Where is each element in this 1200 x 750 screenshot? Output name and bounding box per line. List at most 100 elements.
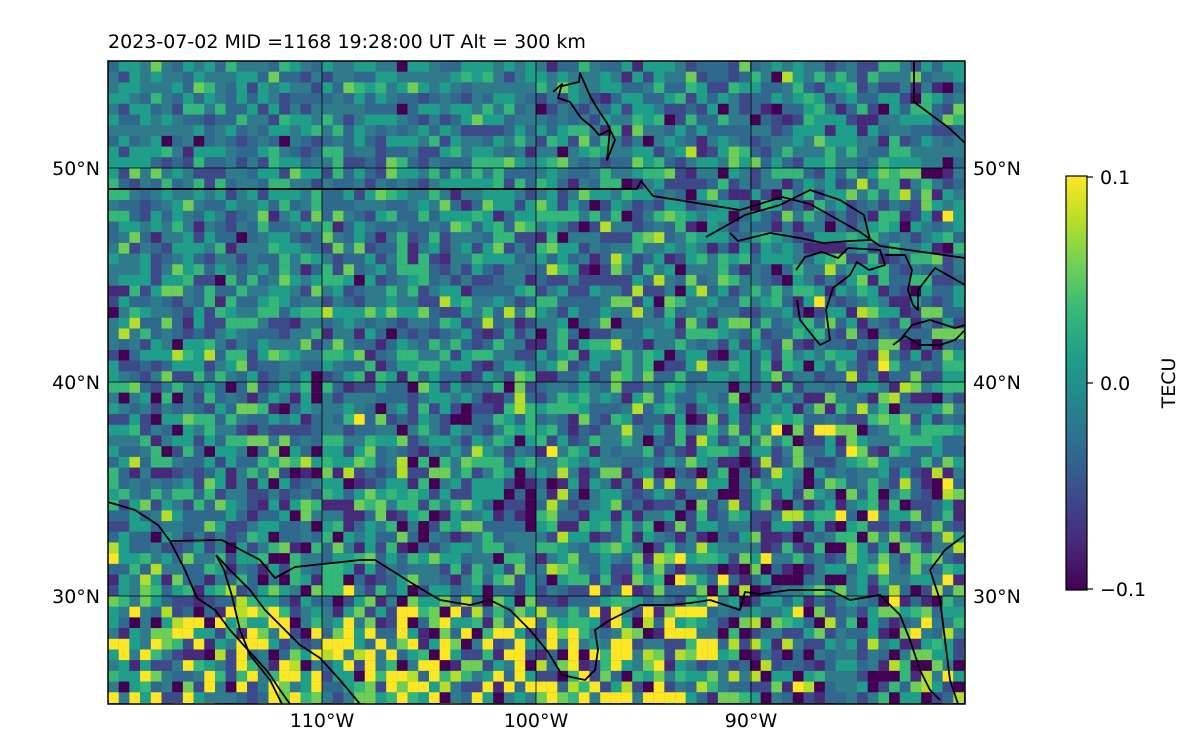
tec-cell: [568, 692, 579, 703]
tec-cell: [824, 499, 836, 511]
tec-cell: [150, 638, 162, 650]
tec-cell: [140, 531, 151, 543]
tec-cell: [514, 585, 526, 596]
tec-cell: [225, 178, 237, 190]
tec-cell: [546, 596, 558, 607]
tec-cell: [289, 467, 301, 479]
tec-cell: [311, 285, 322, 297]
tec-cell: [771, 638, 783, 650]
tec-cell: [311, 242, 322, 254]
tec-cell: [493, 200, 504, 211]
tec-cell: [332, 371, 344, 382]
tec-cell: [354, 328, 365, 340]
tec-cell: [782, 296, 793, 308]
tec-cell: [643, 221, 654, 233]
tec-cell: [172, 585, 183, 596]
tec-cell: [536, 403, 547, 415]
tec-cell: [407, 574, 419, 586]
tec-cell: [140, 414, 151, 425]
tec-cell: [707, 585, 718, 596]
tec-cell: [717, 146, 729, 158]
tec-cell: [257, 531, 269, 543]
tec-cell: [215, 403, 226, 415]
tec-cell: [685, 328, 697, 340]
tec-cell: [418, 531, 429, 543]
tec-cell: [332, 82, 344, 94]
lake-huron: [885, 254, 965, 311]
tec-cell: [407, 264, 419, 275]
tec-cell: [707, 307, 718, 318]
tec-cell: [921, 617, 932, 629]
tec-cell: [536, 275, 547, 286]
tec-cell: [503, 574, 515, 586]
tec-cell: [503, 242, 515, 254]
tec-cell: [675, 670, 686, 682]
tec-cell: [910, 574, 922, 586]
tec-cell: [728, 168, 740, 179]
tec-cell: [953, 681, 964, 693]
tec-cell: [289, 232, 301, 243]
tec-cell: [193, 446, 205, 457]
tec-cell: [653, 114, 665, 126]
tec-cell: [289, 71, 301, 83]
tec-cell: [953, 371, 964, 382]
tec-cell: [279, 242, 290, 254]
tec-cell: [803, 563, 815, 575]
tec-cell: [407, 168, 419, 179]
tec-cell: [450, 585, 462, 596]
tec-cell: [364, 542, 376, 554]
tec-cell: [364, 210, 376, 222]
tec-cell: [332, 414, 344, 425]
tec-cell: [407, 157, 419, 168]
tec-cell: [899, 542, 911, 554]
tec-cell: [386, 307, 397, 318]
tec-cell: [311, 456, 322, 468]
tec-cell: [161, 371, 173, 382]
tec-cell: [931, 285, 943, 297]
tec-cell: [739, 446, 750, 457]
tec-cell: [204, 253, 215, 265]
tec-cell: [814, 307, 825, 318]
tec-cell: [161, 253, 173, 265]
tec-cell: [439, 606, 451, 618]
tec-cell: [343, 521, 355, 532]
tec-cell: [846, 553, 857, 564]
tec-cell: [493, 189, 504, 201]
tec-cell: [471, 563, 483, 575]
tec-cell: [717, 82, 729, 94]
tec-cell: [589, 585, 601, 596]
tec-cell: [354, 61, 365, 72]
tec-cell: [846, 435, 857, 447]
tec-cell: [782, 467, 793, 479]
tec-cell: [322, 360, 333, 372]
tec-cell: [878, 617, 890, 629]
tec-cell: [118, 499, 130, 511]
tec-cell: [461, 71, 472, 83]
tec-cell: [728, 563, 740, 575]
tec-cell: [225, 200, 237, 211]
tec-cell: [899, 553, 911, 564]
tec-cell: [942, 649, 954, 661]
tec-cell: [375, 307, 387, 318]
tec-cell: [236, 71, 248, 83]
tec-cell: [846, 628, 857, 639]
tec-cell: [418, 275, 429, 286]
tec-cell: [354, 478, 365, 489]
tec-cell: [354, 264, 365, 275]
tec-cell: [653, 210, 665, 222]
tec-cell: [610, 670, 622, 682]
tec-cell: [589, 456, 601, 468]
tec-cell: [867, 232, 879, 243]
tec-cell: [728, 146, 740, 158]
tec-cell: [482, 542, 494, 554]
tec-cell: [354, 446, 365, 457]
tec-cell: [643, 489, 654, 500]
tec-cell: [578, 264, 590, 275]
tec-cell: [728, 585, 740, 596]
tec-cell: [225, 125, 237, 136]
tec-cell: [675, 414, 686, 425]
tec-cell: [675, 435, 686, 447]
tec-cell: [514, 692, 526, 703]
tec-cell: [610, 521, 622, 532]
tec-cell: [814, 670, 825, 682]
